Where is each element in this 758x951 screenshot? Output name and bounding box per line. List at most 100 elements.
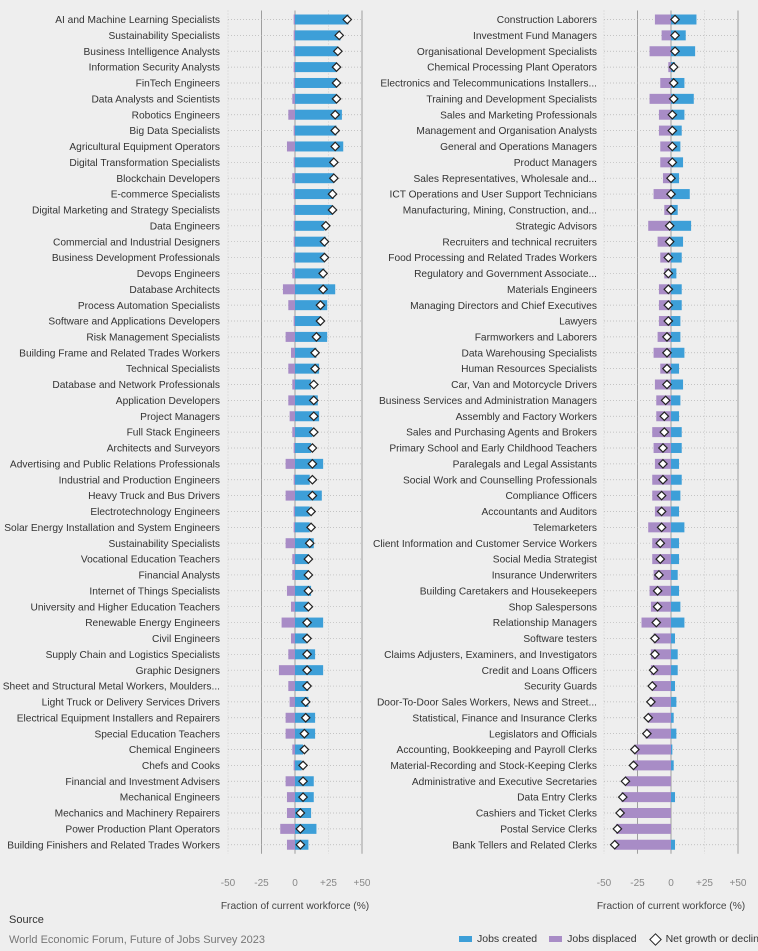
net-marker-0-0 bbox=[342, 14, 353, 25]
bar-created-1-44 bbox=[671, 712, 674, 723]
category-label-0-25: Project Managers bbox=[140, 412, 220, 423]
category-label-0-46: Chemical Engineers bbox=[129, 745, 220, 756]
net-marker-0-23 bbox=[308, 379, 319, 390]
category-label-0-38: Renewable Energy Engineers bbox=[85, 618, 220, 629]
category-label-0-40: Supply Chain and Logistics Specialists bbox=[46, 650, 220, 661]
category-label-1-13: Strategic Advisors bbox=[515, 221, 597, 232]
net-marker-0-21 bbox=[310, 347, 321, 358]
category-label-0-0: AI and Machine Learning Specialists bbox=[55, 15, 220, 26]
net-marker-0-28 bbox=[307, 458, 318, 469]
bar-displaced-0-3 bbox=[293, 62, 295, 73]
bar-displaced-1-51 bbox=[616, 823, 671, 834]
bar-created-0-35 bbox=[295, 569, 309, 580]
bar-created-1-15 bbox=[671, 252, 682, 263]
category-label-0-48: Financial and Investment Advisers bbox=[65, 777, 220, 788]
bar-displaced-0-40 bbox=[288, 649, 295, 660]
bar-created-1-20 bbox=[671, 331, 681, 342]
category-label-0-52: Building Finishers and Related Trades Wo… bbox=[7, 840, 220, 851]
category-label-0-51: Power Production Plant Operators bbox=[65, 824, 220, 835]
net-marker-0-27 bbox=[307, 442, 318, 454]
net-marker-1-26 bbox=[659, 427, 670, 438]
bar-created-0-19 bbox=[295, 316, 321, 327]
bar-displaced-1-44 bbox=[648, 712, 671, 723]
category-label-1-30: Compliance Officers bbox=[505, 491, 597, 502]
net-marker-0-12 bbox=[327, 204, 338, 215]
bar-created-1-28 bbox=[671, 458, 680, 469]
bar-created-0-13 bbox=[295, 220, 325, 231]
net-marker-0-10 bbox=[328, 173, 339, 184]
x-axis-title-0: Fraction of current workforce (%) bbox=[221, 901, 369, 912]
category-label-1-51: Postal Service Clerks bbox=[500, 824, 597, 835]
net-marker-1-11 bbox=[665, 189, 677, 200]
category-label-0-31: Electrotechnology Engineers bbox=[90, 507, 220, 518]
category-label-1-17: Materials Engineers bbox=[507, 285, 597, 296]
bar-displaced-0-46 bbox=[292, 744, 295, 755]
category-label-1-14: Recruiters and technical recruiters bbox=[442, 237, 597, 248]
net-marker-0-9 bbox=[328, 157, 339, 168]
category-label-0-15: Business Development Professionals bbox=[52, 253, 220, 264]
category-label-1-25: Assembly and Factory Workers bbox=[456, 412, 597, 423]
bar-created-1-19 bbox=[671, 316, 681, 327]
net-marker-1-23 bbox=[661, 379, 673, 390]
bar-displaced-0-27 bbox=[293, 442, 295, 453]
net-marker-0-24 bbox=[308, 395, 319, 406]
net-marker-0-26 bbox=[308, 427, 319, 438]
bar-displaced-0-0 bbox=[293, 14, 295, 25]
bar-displaced-0-38 bbox=[281, 617, 295, 628]
category-label-1-34: Social Media Strategist bbox=[493, 555, 597, 566]
bar-displaced-0-33 bbox=[285, 538, 295, 549]
bar-created-0-42 bbox=[295, 681, 309, 692]
net-marker-1-13 bbox=[664, 220, 675, 231]
bar-displaced-0-26 bbox=[292, 427, 295, 438]
category-label-0-24: Application Developers bbox=[116, 396, 220, 407]
net-marker-1-40 bbox=[649, 649, 660, 660]
net-marker-0-32 bbox=[306, 522, 317, 533]
bar-created-0-0 bbox=[295, 14, 349, 25]
category-label-0-36: Internet of Things Specialists bbox=[89, 586, 220, 597]
category-label-1-50: Cashiers and Ticket Clerks bbox=[476, 809, 597, 820]
bar-created-1-21 bbox=[671, 347, 685, 358]
bar-displaced-0-30 bbox=[285, 490, 295, 501]
category-label-0-44: Electrical Equipment Installers and Repa… bbox=[17, 713, 220, 724]
net-marker-1-41 bbox=[648, 665, 659, 676]
bar-displaced-1-45 bbox=[645, 728, 671, 739]
net-marker-0-35 bbox=[303, 569, 314, 580]
bar-created-0-33 bbox=[295, 538, 314, 549]
net-marker-1-31 bbox=[656, 506, 667, 517]
net-marker-1-9 bbox=[667, 157, 678, 168]
net-marker-0-19 bbox=[315, 315, 326, 327]
net-marker-1-15 bbox=[663, 252, 674, 263]
bar-created-0-36 bbox=[295, 585, 312, 596]
bar-displaced-1-41 bbox=[650, 665, 671, 676]
x-axis-title-1: Fraction of current workforce (%) bbox=[597, 901, 745, 912]
net-marker-0-43 bbox=[300, 696, 311, 707]
legend-swatch-displaced bbox=[549, 936, 563, 942]
bar-created-0-6 bbox=[295, 109, 342, 120]
net-marker-1-34 bbox=[655, 554, 666, 565]
category-label-0-3: Information Security Analysts bbox=[89, 63, 220, 74]
category-label-0-32: Solar Energy Installation and System Eng… bbox=[4, 523, 220, 534]
category-label-1-16: Regulatory and Government Associate... bbox=[414, 269, 597, 280]
bar-displaced-1-39 bbox=[653, 633, 671, 644]
bar-created-1-42 bbox=[671, 681, 676, 692]
category-label-0-43: Light Truck or Delivery Services Drivers bbox=[42, 698, 220, 709]
net-marker-0-3 bbox=[331, 62, 342, 73]
category-label-1-21: Data Warehousing Specialists bbox=[461, 348, 597, 359]
source-text: World Economic Forum, Future of Jobs Sur… bbox=[9, 934, 265, 946]
category-label-1-44: Statistical, Finance and Insurance Clerk… bbox=[412, 713, 597, 724]
net-marker-1-28 bbox=[657, 458, 669, 469]
net-marker-1-50 bbox=[615, 807, 626, 819]
category-label-1-5: Training and Development Specialists bbox=[426, 94, 597, 105]
bar-displaced-1-43 bbox=[649, 696, 671, 707]
net-marker-1-37 bbox=[652, 601, 663, 612]
net-marker-0-47 bbox=[297, 760, 309, 771]
category-label-0-16: Devops Engineers bbox=[137, 269, 220, 280]
category-label-0-8: Agricultural Equipment Operators bbox=[69, 142, 220, 153]
category-label-0-20: Risk Management Specialists bbox=[86, 333, 220, 344]
bar-created-0-29 bbox=[295, 474, 310, 485]
bar-displaced-1-5 bbox=[649, 93, 671, 104]
net-marker-0-7 bbox=[330, 125, 341, 136]
net-marker-1-42 bbox=[647, 680, 658, 692]
category-label-1-18: Managing Directors and Chief Executives bbox=[410, 301, 597, 312]
net-marker-0-41 bbox=[302, 665, 313, 676]
